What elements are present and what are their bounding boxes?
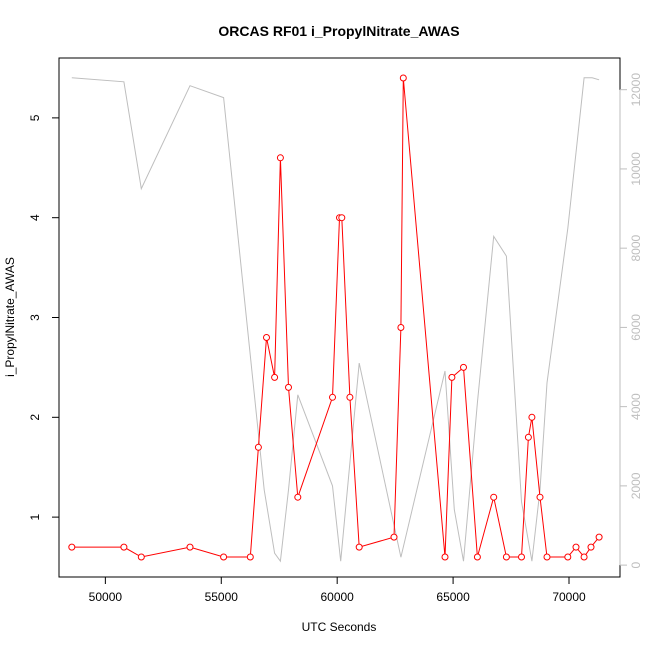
- data-point: [587, 543, 595, 551]
- data-point: [120, 543, 128, 551]
- secondary-series-line: [71, 77, 600, 563]
- x-axis-label: UTC Seconds: [302, 620, 377, 634]
- y2-tick-label: 0: [629, 561, 643, 568]
- x-tick-label: 55000: [205, 590, 239, 604]
- y-axis: 1 2 3 4 5: [28, 114, 60, 520]
- primary-series: [68, 74, 603, 561]
- x-axis: 50000 55000 60000 65000 70000: [89, 576, 586, 604]
- y2-tick-label: 2000: [629, 472, 643, 499]
- data-point: [346, 393, 354, 401]
- data-point: [271, 373, 279, 381]
- data-point: [220, 553, 228, 561]
- data-point: [294, 493, 302, 501]
- data-point: [448, 373, 456, 381]
- y-tick-label: 5: [28, 114, 42, 121]
- y2-tick-label: 4000: [629, 393, 643, 420]
- secondary-series: [71, 77, 600, 563]
- y2-tick-label: 6000: [629, 314, 643, 341]
- data-point: [263, 334, 270, 341]
- data-point: [441, 553, 449, 561]
- data-point: [246, 553, 254, 561]
- data-point: [460, 363, 467, 371]
- data-point: [276, 154, 284, 162]
- data-point: [580, 553, 588, 561]
- y2-tick-label: 10000: [629, 152, 643, 186]
- data-point: [285, 383, 292, 391]
- y-axis-label: i_PropylNitrate_AWAS: [3, 257, 17, 377]
- y-tick-label: 2: [28, 414, 42, 421]
- data-point: [564, 553, 572, 561]
- data-point: [397, 324, 405, 331]
- data-point: [543, 553, 551, 561]
- data-point: [473, 553, 481, 561]
- data-point: [329, 393, 336, 401]
- data-point: [186, 543, 194, 551]
- data-point: [68, 543, 76, 551]
- x-tick-label: 70000: [552, 590, 586, 604]
- data-point: [536, 493, 544, 501]
- primary-series-line: [71, 77, 600, 558]
- data-point: [355, 543, 363, 551]
- x-tick-label: 65000: [436, 590, 470, 604]
- y2-axis: 0 2000 4000 6000 8000 10000 12000: [619, 73, 643, 568]
- x-tick-label: 60000: [320, 590, 354, 604]
- data-point: [338, 214, 346, 222]
- data-point: [399, 74, 407, 82]
- data-point: [528, 413, 536, 421]
- chart-title: ORCAS RF01 i_PropylNitrate_AWAS: [218, 23, 459, 39]
- data-point: [137, 553, 145, 561]
- data-point: [502, 553, 510, 561]
- y-tick-label: 4: [28, 214, 42, 221]
- x-tick-label: 50000: [89, 590, 123, 604]
- data-point: [518, 553, 525, 561]
- plot-border: [58, 57, 621, 578]
- plot-frame: [58, 57, 621, 578]
- y-tick-label: 3: [28, 314, 42, 321]
- y-tick-label: 1: [28, 513, 42, 520]
- y2-tick-label: 12000: [629, 73, 643, 107]
- data-point: [390, 533, 398, 541]
- data-point: [254, 443, 262, 451]
- data-point: [524, 433, 532, 441]
- data-point: [490, 493, 498, 501]
- data-point: [595, 533, 603, 541]
- y2-tick-label: 8000: [629, 234, 643, 261]
- data-point: [572, 543, 580, 551]
